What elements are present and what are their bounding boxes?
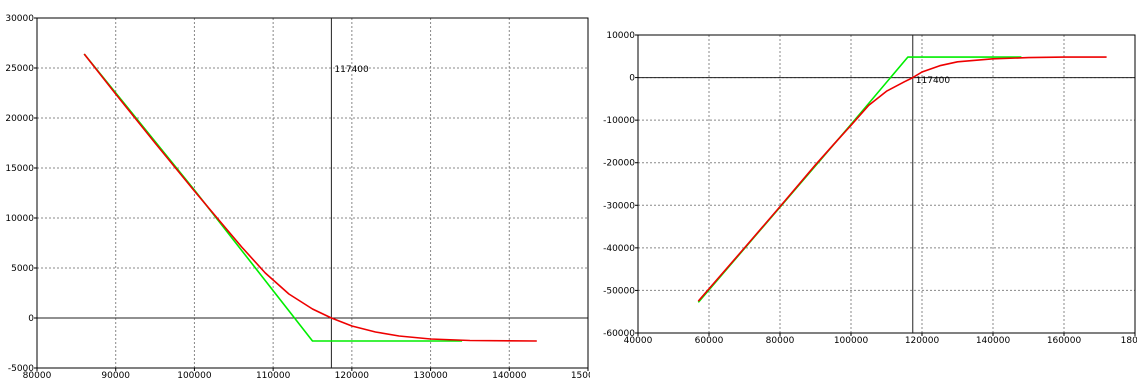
y-tick-label: 0 [28, 314, 34, 324]
y-tick-label: 30000 [5, 14, 34, 24]
y-tick-label: -40000 [603, 244, 635, 254]
gridlines [37, 18, 588, 368]
y-tick-label: -30000 [603, 201, 635, 211]
y-tick-label: 20000 [5, 114, 34, 124]
y-tick-label: 0 [629, 74, 635, 84]
x-tick-label: 120000 [905, 336, 940, 346]
plot-frame [36, 17, 589, 369]
x-tick-label: 80000 [766, 336, 795, 346]
series-line-red [697, 56, 1107, 302]
x-tick-label: 140000 [492, 371, 527, 379]
plot-frame [637, 34, 1136, 334]
x-tick-label: 110000 [256, 371, 291, 379]
y-tick-label: 15000 [5, 164, 34, 174]
x-tick-label: 90000 [101, 371, 130, 379]
series-line-red [83, 53, 537, 342]
x-tick-label: 100000 [177, 371, 212, 379]
y-tick-label: -5000 [8, 364, 34, 374]
x-tick-label: 120000 [335, 371, 370, 379]
y-tick-label: 10000 [606, 31, 635, 41]
x-tick-label: 40000 [624, 336, 653, 346]
y-tick-label: -50000 [603, 286, 635, 296]
chart-left: 80000 90000 100000 110000 120000 130000 140000… [5, 14, 590, 379]
reference-line-label: 117400 [334, 65, 369, 75]
y-tick-label: -20000 [603, 159, 635, 169]
x-tick-label: 60000 [695, 336, 724, 346]
reference-line-label: 117400 [916, 76, 951, 86]
x-tick-label: 140000 [976, 336, 1011, 346]
y-tick-label: 10000 [5, 214, 34, 224]
y-tick-label: -10000 [603, 116, 635, 126]
x-tick-label: 150000 [571, 371, 590, 379]
series-line-green [83, 53, 463, 342]
y-tick-label: -60000 [603, 329, 635, 339]
x-tick-label: 80000 [23, 371, 52, 379]
y-tick-label: 5000 [11, 264, 34, 274]
x-tick-label: 160000 [1047, 336, 1082, 346]
x-tick-label: 18000 [1121, 336, 1137, 346]
chart-right: 40000 60000 80000 100000 120000 140000 160000 1… [603, 31, 1137, 346]
x-tick-label: 100000 [834, 336, 869, 346]
series-line-green [697, 56, 1022, 303]
y-tick-label: 25000 [5, 64, 34, 74]
x-tick-label: 130000 [413, 371, 448, 379]
gridlines [638, 35, 1135, 333]
